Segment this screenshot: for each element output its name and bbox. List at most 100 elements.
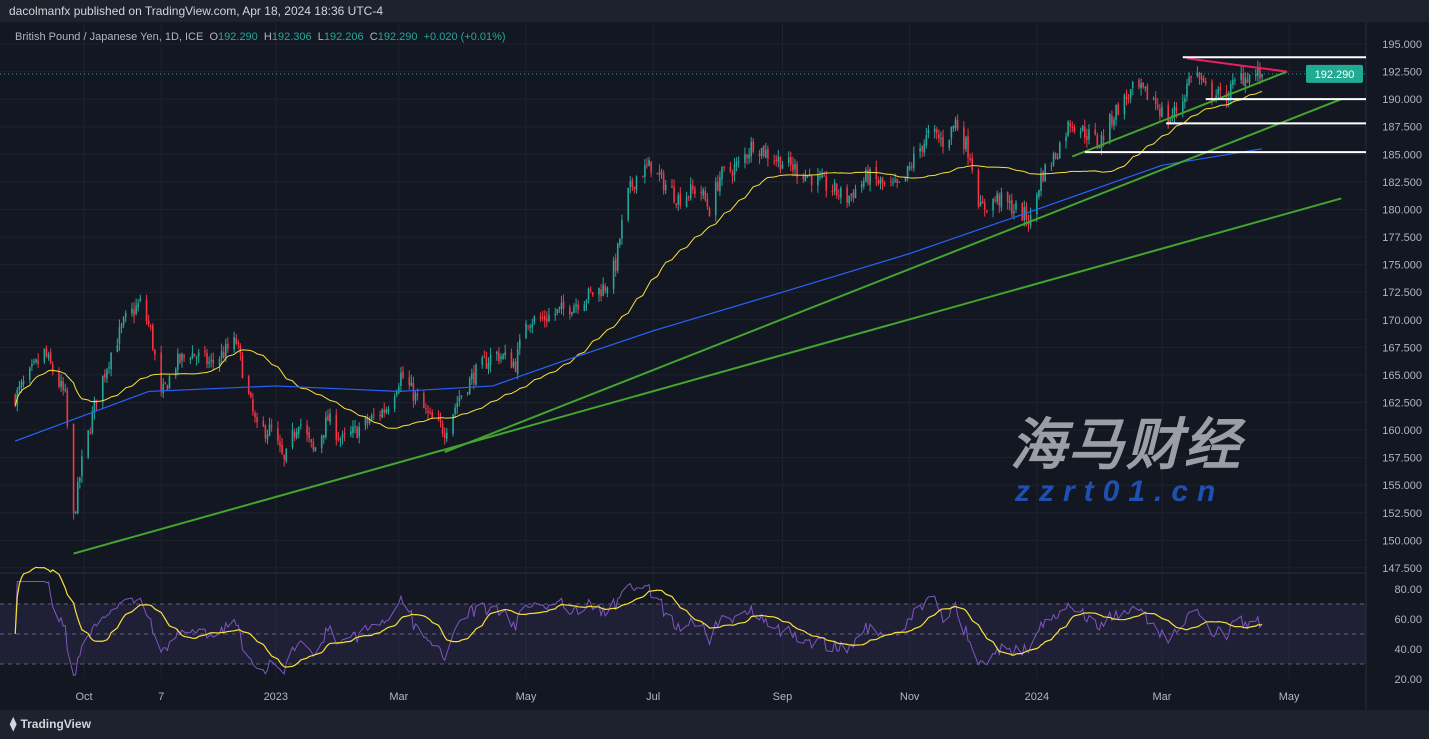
candle-body — [906, 166, 909, 177]
candle-body — [291, 430, 294, 448]
candle-body — [817, 175, 819, 186]
candle-body — [51, 364, 54, 373]
candle-body — [118, 327, 121, 344]
candle-body — [1198, 73, 1201, 79]
candle-body — [329, 413, 331, 423]
candle-body — [473, 372, 475, 384]
candle-body — [748, 154, 750, 159]
candle-body — [387, 409, 390, 412]
candle-body — [1175, 107, 1178, 111]
candle-body — [1259, 68, 1261, 79]
candle-body — [950, 126, 953, 139]
candle-body — [996, 193, 999, 202]
price-tick-label: 155.000 — [1382, 480, 1422, 492]
candle-body — [719, 177, 721, 192]
candle-body — [60, 380, 62, 387]
candle-body — [848, 196, 850, 204]
support-trendline — [73, 197, 1342, 555]
price-chart[interactable]: 195.000 192.500 190.000 187.500 185.000 182.5… — [0, 22, 1429, 710]
candle-body — [687, 196, 690, 198]
candle-body — [644, 165, 646, 177]
candle-body — [1006, 191, 1009, 203]
candle-body — [981, 201, 984, 204]
candle-body — [133, 309, 135, 316]
candle-body — [569, 307, 571, 315]
candle-body — [986, 210, 988, 212]
candle-body — [1056, 157, 1059, 159]
candle-body — [1261, 73, 1263, 77]
candle-body — [825, 176, 828, 191]
candle-body — [746, 154, 748, 158]
candle-body — [487, 363, 490, 369]
candle-body — [808, 175, 811, 177]
candle-body — [767, 148, 769, 160]
candle-body — [239, 345, 242, 354]
candle-body — [310, 439, 313, 443]
candle-body — [979, 201, 982, 207]
publish-info: dacolmanfx published on TradingView.com,… — [9, 4, 384, 18]
candle-body — [854, 188, 857, 199]
candle-body — [704, 191, 707, 200]
candle-body — [270, 424, 273, 427]
candle-body — [356, 427, 358, 439]
candle-body — [379, 414, 381, 416]
candle-body — [923, 143, 926, 153]
candle-body — [1196, 72, 1199, 76]
candle-body — [500, 356, 502, 359]
candle-body — [554, 313, 557, 316]
candle-body — [354, 426, 356, 428]
candle-body — [794, 164, 796, 170]
candle-body — [692, 186, 694, 189]
candle-body — [395, 391, 398, 395]
candle-body — [1054, 152, 1057, 159]
candle-body — [204, 351, 206, 353]
candle-body — [587, 288, 590, 301]
low-value: 192.206 — [323, 31, 364, 43]
candle-body — [1161, 106, 1163, 117]
candle-body — [1131, 82, 1134, 88]
candle-body — [485, 357, 488, 369]
symbol-name[interactable]: British Pound / Japanese Yen, 1D, ICE — [15, 31, 204, 43]
candle-body — [731, 172, 734, 177]
candle-body — [152, 325, 154, 350]
candle-body — [471, 373, 473, 380]
candle-body — [598, 287, 600, 295]
candle-body — [1146, 85, 1149, 100]
candle-body — [1100, 135, 1103, 149]
candle-body — [910, 166, 913, 168]
candle-body — [1011, 199, 1013, 215]
candle-body — [87, 430, 89, 458]
price-tick-label: 180.000 — [1382, 204, 1422, 216]
candle-body — [101, 375, 104, 402]
candle-body — [137, 303, 140, 308]
candle-body — [416, 394, 419, 396]
candle-body — [679, 193, 682, 206]
candle-body — [1117, 104, 1119, 116]
candle-body — [1152, 98, 1155, 100]
candle-body — [285, 448, 288, 462]
candle-body — [195, 357, 198, 359]
candle-body — [781, 164, 784, 169]
candle-body — [1129, 89, 1132, 98]
tradingview-logo[interactable]: ⧫ TradingView — [10, 716, 91, 732]
time-tick-label: Mar — [1152, 691, 1171, 703]
candle-body — [28, 367, 31, 380]
candle-body — [337, 438, 340, 440]
candle-body — [708, 208, 711, 217]
candle-body — [527, 325, 529, 327]
candle-body — [1248, 74, 1251, 83]
candle-body — [385, 409, 388, 414]
candle-body — [733, 164, 736, 175]
candle-body — [74, 511, 77, 514]
candle-body — [1008, 200, 1011, 204]
candle-body — [629, 181, 632, 188]
brand-name: TradingView — [20, 717, 91, 731]
price-tick-label: 160.000 — [1382, 425, 1422, 437]
candle-body — [1234, 79, 1236, 81]
candle-body — [1215, 95, 1217, 99]
candle-body — [441, 423, 444, 434]
candle-body — [256, 417, 258, 423]
time-tick-label: Sep — [773, 691, 793, 703]
price-tick-label: 165.000 — [1382, 370, 1422, 382]
price-tick-label: 172.500 — [1382, 287, 1422, 299]
